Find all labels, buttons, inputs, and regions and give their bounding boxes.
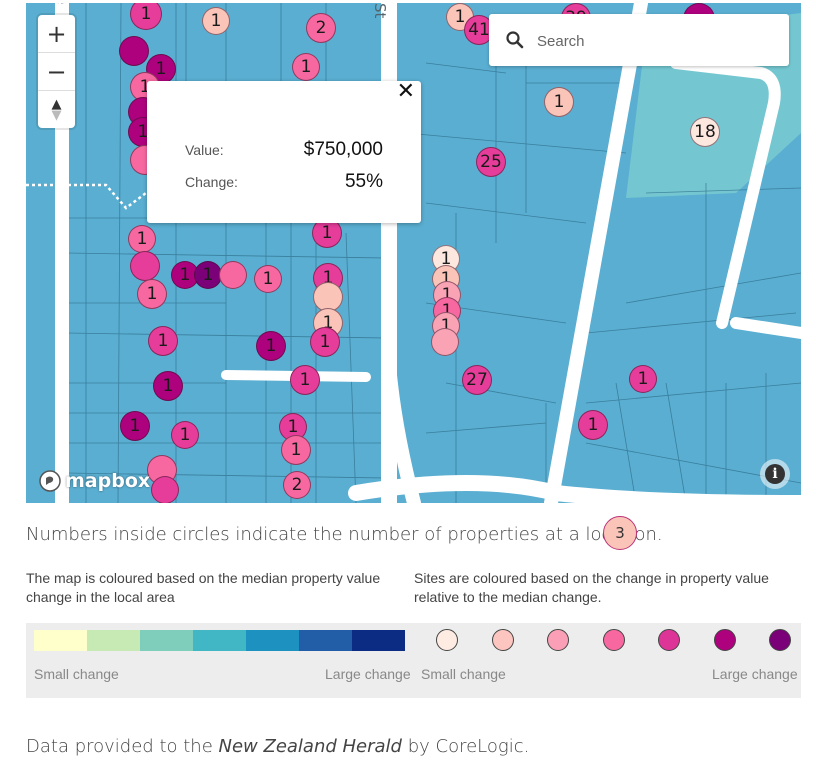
compass-icon: ▲ bbox=[51, 96, 62, 112]
circle-count-note: Numbers inside circles indicate the numb… bbox=[26, 524, 663, 545]
site-marker[interactable]: 1 bbox=[137, 279, 167, 309]
zoom-control: + − ▲ ▼ bbox=[38, 15, 75, 128]
site-marker[interactable] bbox=[119, 36, 149, 66]
site-marker[interactable]: 1 bbox=[281, 435, 311, 465]
area-color-swatch bbox=[34, 630, 87, 651]
site-color-dot bbox=[436, 629, 458, 651]
street-label-e: e bbox=[53, 3, 71, 4]
site-marker[interactable]: 1 bbox=[256, 331, 286, 361]
area-color-swatch bbox=[352, 630, 405, 651]
compass-button[interactable]: ▲ ▼ bbox=[38, 91, 75, 128]
data-source-footer: Data provided to the New Zealand Herald … bbox=[26, 736, 529, 757]
site-marker[interactable]: 1 bbox=[153, 371, 183, 401]
boundary-dotted bbox=[26, 183, 157, 210]
site-marker[interactable]: 1 bbox=[202, 7, 230, 35]
site-marker[interactable]: 25 bbox=[476, 147, 506, 177]
site-color-dot bbox=[602, 629, 625, 651]
site-marker[interactable] bbox=[151, 476, 179, 503]
site-color-dot bbox=[547, 629, 569, 651]
area-color-swatch bbox=[193, 630, 246, 651]
site-marker[interactable]: 1 bbox=[148, 326, 178, 356]
area-color-swatch bbox=[299, 630, 352, 651]
site-color-dot bbox=[491, 629, 514, 651]
zoom-in-button[interactable]: + bbox=[38, 15, 75, 53]
footer-suffix: by CoreLogic. bbox=[401, 736, 530, 757]
mapbox-logo-icon bbox=[39, 470, 61, 492]
site-marker[interactable]: 1 bbox=[171, 421, 199, 449]
property-popup: ✕ Value: $750,000 Change: 55% bbox=[147, 79, 421, 223]
site-marker[interactable] bbox=[130, 251, 160, 281]
site-color-dot bbox=[769, 629, 791, 651]
area-color-swatch bbox=[140, 630, 193, 651]
info-button[interactable]: i bbox=[760, 459, 790, 489]
street-label-st: St bbox=[371, 3, 389, 19]
area-color-swatch bbox=[246, 630, 299, 651]
site-marker[interactable]: 1 bbox=[254, 265, 282, 293]
site-marker[interactable]: 2 bbox=[306, 13, 336, 43]
popup-value-label: Value: bbox=[185, 142, 224, 158]
site-marker[interactable]: 18 bbox=[690, 117, 720, 147]
legend: Small change Large change Small change L… bbox=[26, 623, 801, 698]
search-input[interactable] bbox=[535, 24, 779, 58]
site-small-change-label: Small change bbox=[421, 666, 506, 682]
area-color-swatch bbox=[87, 630, 140, 651]
footer-prefix: Data provided to the bbox=[26, 736, 219, 757]
footer-publication: New Zealand Herald bbox=[218, 736, 402, 757]
popup-value: $750,000 bbox=[303, 139, 383, 160]
site-marker[interactable]: 1 bbox=[312, 218, 342, 248]
compass-south-icon: ▼ bbox=[51, 107, 62, 123]
site-marker[interactable]: 2 bbox=[283, 471, 311, 499]
site-marker[interactable]: 1 bbox=[146, 54, 176, 84]
popup-change-label: Change: bbox=[185, 174, 238, 190]
info-icon: i bbox=[765, 464, 785, 484]
property-map[interactable]: St e 11211111111111111111111211413912518… bbox=[26, 3, 801, 503]
site-color-dot bbox=[658, 629, 680, 651]
site-marker[interactable] bbox=[431, 328, 459, 356]
zoom-out-button[interactable]: − bbox=[38, 53, 75, 91]
site-marker[interactable]: 1 bbox=[578, 410, 608, 440]
site-marker[interactable]: 27 bbox=[462, 365, 492, 395]
site-marker[interactable]: 1 bbox=[310, 327, 340, 357]
area-large-change-label: Large change bbox=[325, 666, 411, 682]
site-marker[interactable] bbox=[219, 261, 247, 289]
search-icon bbox=[506, 31, 524, 49]
site-marker[interactable]: 1 bbox=[120, 411, 150, 441]
popup-change: 55% bbox=[344, 171, 383, 192]
site-marker[interactable]: 1 bbox=[194, 261, 222, 289]
area-legend-description: The map is coloured based on the median … bbox=[26, 570, 381, 605]
site-marker[interactable]: 1 bbox=[544, 87, 574, 117]
area-small-change-label: Small change bbox=[34, 666, 119, 682]
site-large-change-label: Large change bbox=[712, 666, 798, 682]
close-icon[interactable]: ✕ bbox=[396, 79, 415, 104]
site-marker[interactable]: 1 bbox=[292, 53, 320, 81]
site-legend-description: Sites are coloured based on the change i… bbox=[414, 570, 769, 605]
site-marker[interactable]: 1 bbox=[290, 365, 320, 395]
site-marker[interactable]: 1 bbox=[128, 225, 156, 253]
mapbox-attribution-text: mapbox bbox=[65, 470, 151, 492]
search-box bbox=[489, 14, 789, 66]
site-marker[interactable]: 1 bbox=[130, 3, 162, 30]
mapbox-attribution[interactable]: mapbox bbox=[38, 469, 150, 493]
example-count-circle: 3 bbox=[603, 516, 637, 550]
site-marker[interactable]: 1 bbox=[629, 365, 657, 393]
site-color-dot bbox=[713, 629, 736, 651]
roads bbox=[55, 3, 801, 503]
